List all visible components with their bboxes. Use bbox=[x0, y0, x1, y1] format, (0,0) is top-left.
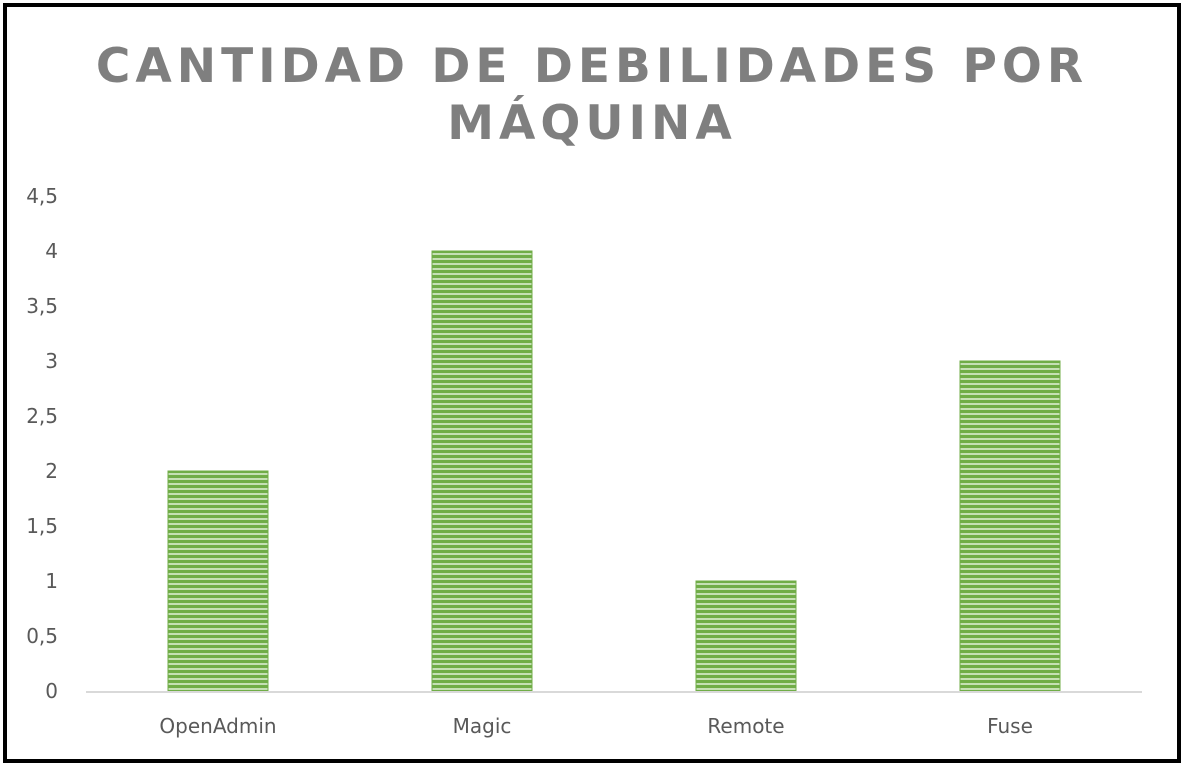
y-tick-label: 0 bbox=[45, 679, 58, 703]
x-category-label: Magic bbox=[453, 714, 512, 738]
bar-remote bbox=[695, 580, 797, 692]
y-tick-label: 2 bbox=[45, 459, 58, 483]
bar-fuse bbox=[959, 360, 1061, 692]
chart-title-line-1: CANTIDAD DE DEBILIDADES POR bbox=[95, 39, 1089, 94]
y-tick-label: 1,5 bbox=[26, 514, 58, 538]
bar-magic bbox=[431, 250, 533, 692]
y-tick-label: 2,5 bbox=[26, 404, 58, 428]
x-category-label: OpenAdmin bbox=[159, 714, 276, 738]
x-category-label: Fuse bbox=[987, 714, 1033, 738]
y-tick-label: 4 bbox=[45, 239, 58, 263]
y-tick-label: 4,5 bbox=[26, 184, 58, 208]
y-tick-label: 3,5 bbox=[26, 294, 58, 318]
y-tick-label: 0,5 bbox=[26, 624, 58, 648]
chart-title-line-2: MÁQUINA bbox=[447, 96, 737, 151]
chart-title: CANTIDAD DE DEBILIDADES POR MÁQUINA bbox=[0, 38, 1184, 152]
y-axis-tick-labels: 0 0,5 1 1,5 2 2,5 3 3,5 4 4,5 bbox=[26, 184, 58, 703]
y-tick-label: 3 bbox=[45, 349, 58, 373]
bars bbox=[167, 250, 1061, 692]
x-axis-category-labels: OpenAdmin Magic Remote Fuse bbox=[159, 714, 1032, 738]
y-tick-label: 1 bbox=[45, 569, 58, 593]
x-category-label: Remote bbox=[707, 714, 784, 738]
bar-openadmin bbox=[167, 470, 269, 692]
